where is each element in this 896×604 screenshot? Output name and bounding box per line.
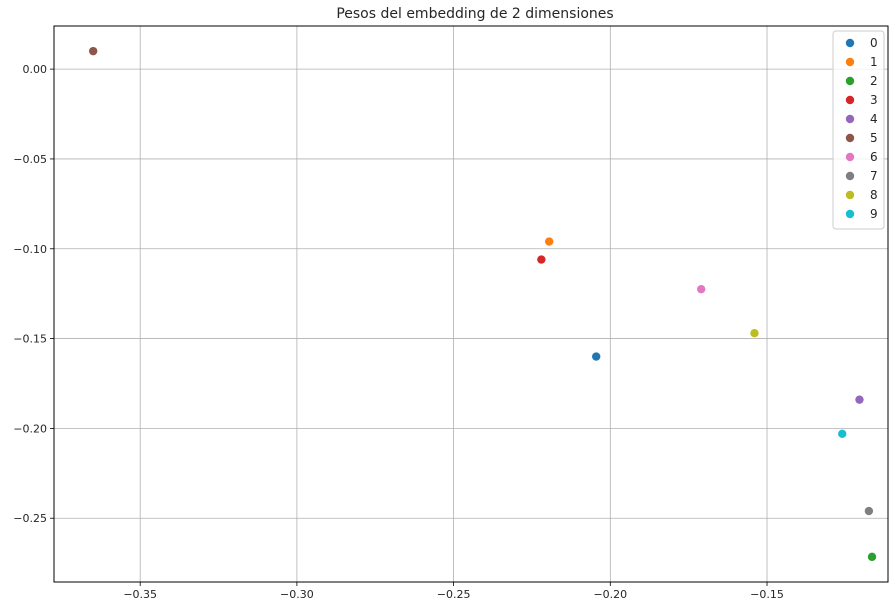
x-tick-label: −0.35 [123,588,157,601]
legend-marker [845,95,855,105]
scatter-point-class-8 [750,328,759,338]
legend-marker [845,76,855,86]
scatter-point-class-4 [855,395,864,404]
x-tick-label: −0.20 [593,588,627,601]
legend-marker [845,171,855,181]
legend-marker [845,152,855,162]
legend-label: 4 [870,112,878,126]
legend-marker [845,57,855,67]
y-tick-label: −0.15 [13,333,47,346]
legend-label: 7 [870,169,878,183]
legend-label: 1 [870,55,878,69]
legend-label: 0 [870,36,878,50]
legend-box [832,30,885,230]
legend-label: 8 [870,188,878,202]
grid-lines [54,26,888,582]
legend-label: 3 [870,93,878,107]
legend: 0 1 2 3 4 5 6 7 8 9 [832,30,885,230]
legend-marker [845,209,855,219]
y-tick-label: −0.20 [13,422,47,435]
x-tick-label: −0.25 [437,588,471,601]
scatter-point-class-7 [864,506,874,516]
plot-area-frame [53,25,889,583]
x-tick-label: −0.15 [750,588,784,601]
legend-label: 9 [870,207,878,221]
legend-marker [845,114,855,124]
y-tick-label: −0.10 [13,243,47,256]
scatter-point-class-0 [592,352,601,361]
legend-label: 5 [870,131,878,145]
y-tick-label: −0.25 [13,512,47,525]
legend-label: 6 [870,150,878,164]
y-tick-label: 0.00 [23,63,48,76]
x-tick-label: −0.30 [280,588,314,601]
chart-title: Pesos del embedding de 2 dimensiones [336,6,613,22]
scatter-point-class-5 [88,46,98,56]
legend-label: 2 [870,74,878,88]
data-points [88,46,877,562]
scatter-point-class-1 [544,237,554,246]
legend-marker [845,190,855,200]
scatter-point-class-6 [697,284,706,294]
legend-marker [845,38,855,48]
scatter-point-class-9 [838,429,847,438]
legend-marker [845,133,855,143]
scatter-point-class-3 [537,255,546,264]
y-tick-label: −0.05 [13,153,47,166]
scatter-point-class-2 [867,552,877,562]
axis-ticks: −0.35 −0.30 −0.25 −0.20 −0.15 0.00 −0.05 −0.10 −… [13,63,784,601]
